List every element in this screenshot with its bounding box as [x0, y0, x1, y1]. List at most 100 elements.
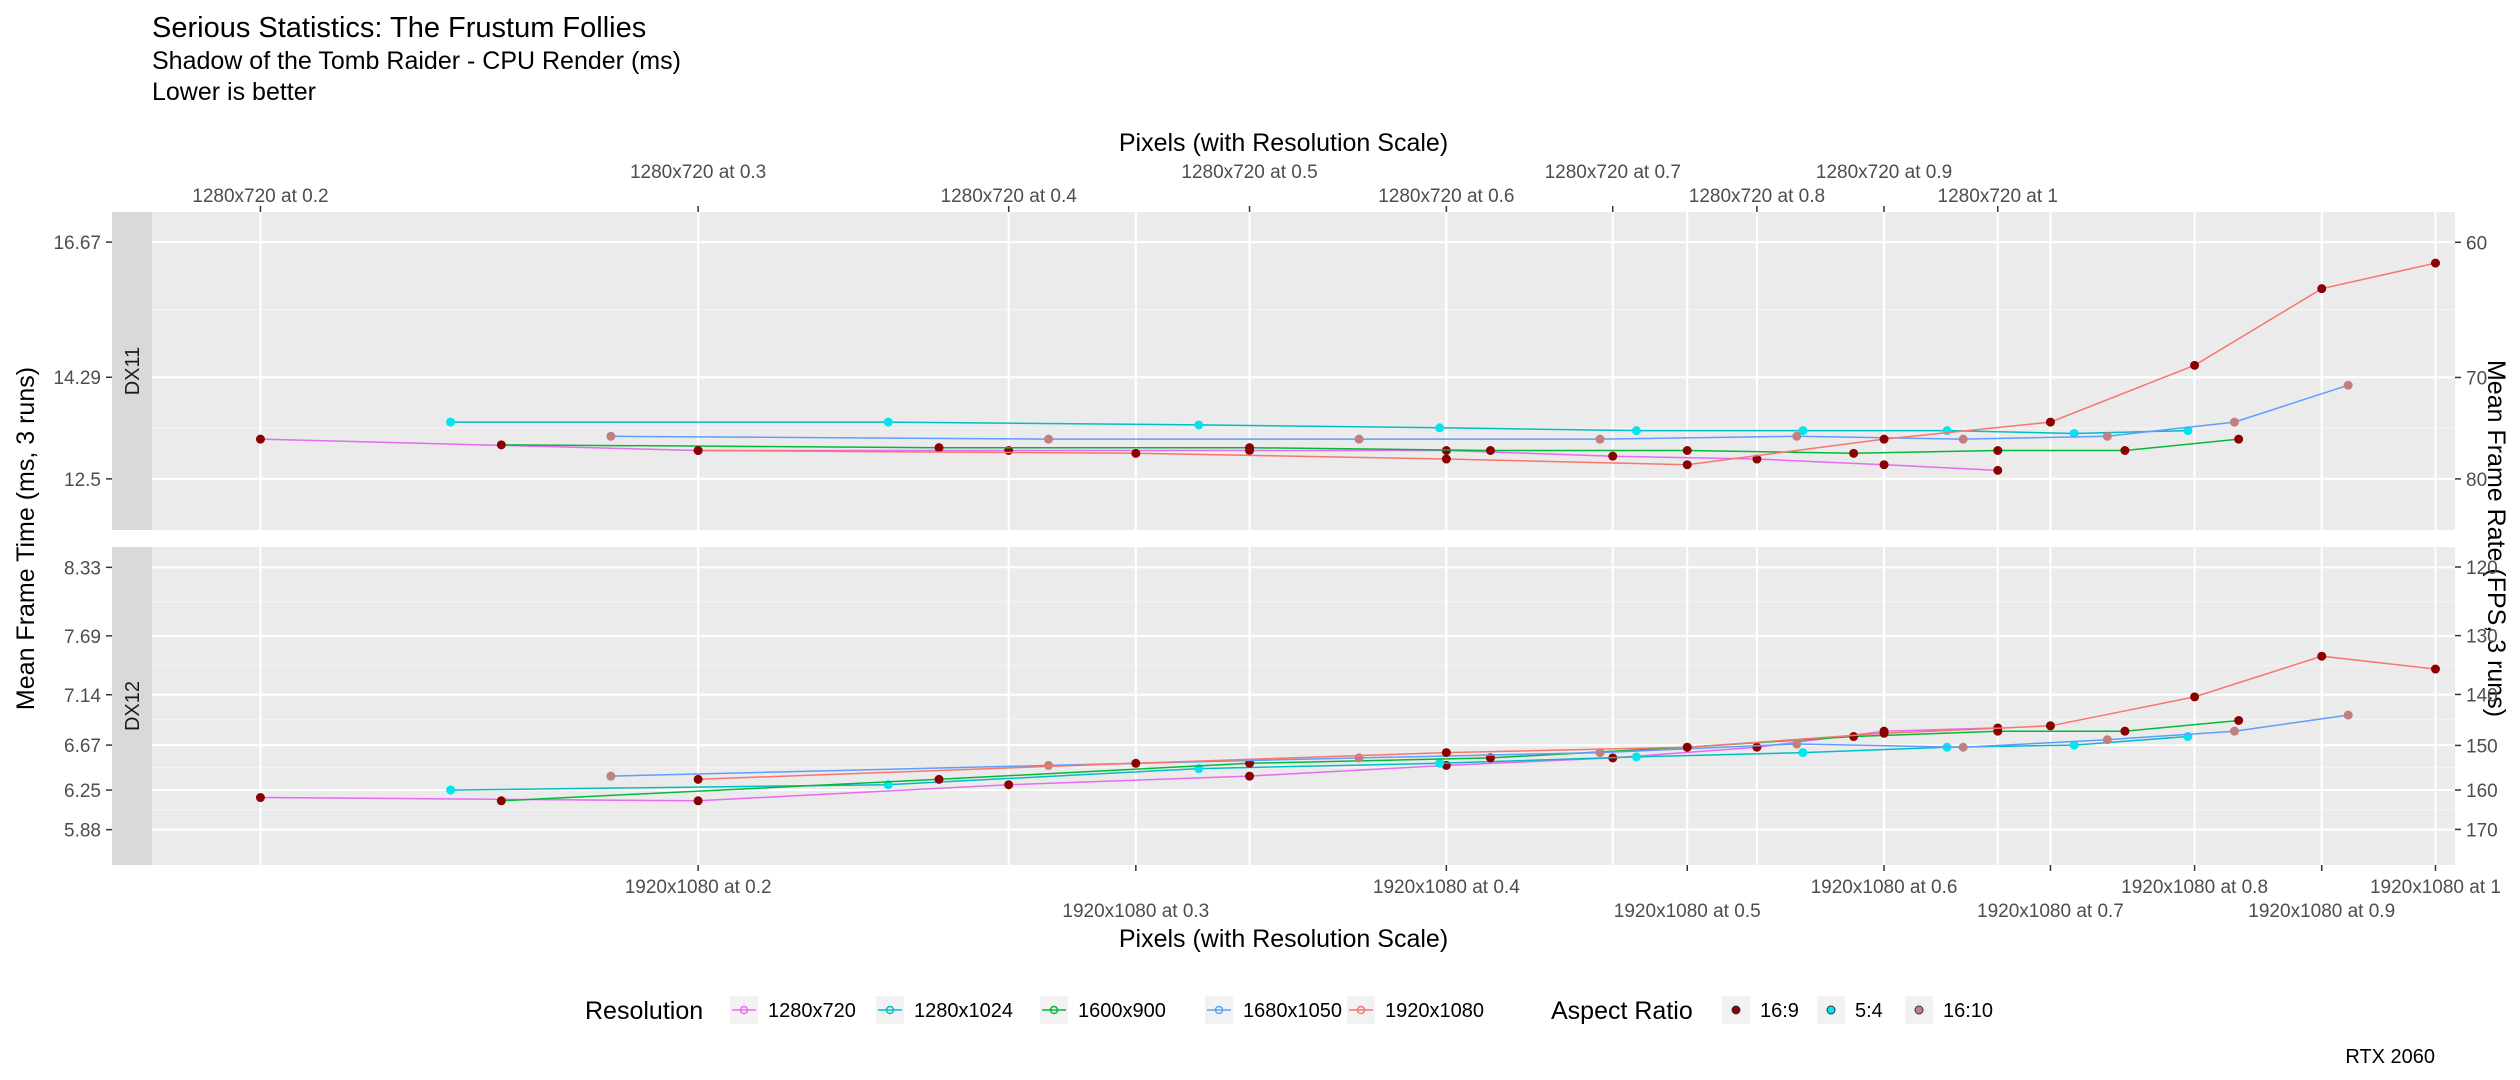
- top-x-tick-label: 1280x720 at 1: [1938, 186, 2058, 207]
- legend-item-5:4: 5:4: [1817, 996, 1883, 1024]
- y-tick-label: 6.67: [64, 736, 101, 757]
- data-point: [2343, 710, 2353, 720]
- data-point: [1682, 446, 1692, 455]
- series-1680x1050: [606, 380, 2353, 444]
- series-1600x900: [496, 434, 2244, 458]
- data-point: [1682, 460, 1692, 470]
- data-point: [2234, 434, 2244, 444]
- y-tick-label: 5.88: [64, 821, 101, 842]
- data-point: [2317, 651, 2327, 661]
- data-point: [883, 780, 893, 790]
- panel-strip: [112, 212, 152, 530]
- data-point: [1993, 726, 2003, 736]
- data-point: [2234, 715, 2244, 725]
- legend-point: [739, 1005, 749, 1015]
- panel-strip: [112, 547, 152, 865]
- fps-tick-label: 130: [2466, 627, 2498, 648]
- legend-point: [1914, 1005, 1924, 1015]
- legend-point: [1356, 1005, 1366, 1015]
- bottom-x-tick-label: 1920x1080 at 0.6: [1811, 877, 1958, 898]
- data-point: [693, 446, 703, 455]
- chart-title: Serious Statistics: The Frustum Follies: [152, 12, 647, 44]
- y-tick-label: 7.14: [64, 686, 101, 707]
- left-axis-title: Mean Frame Time (ms, 3 runs): [12, 367, 40, 710]
- data-point: [2120, 726, 2130, 736]
- data-point: [255, 434, 265, 444]
- data-point: [2229, 417, 2239, 427]
- fps-tick-label: 70: [2466, 368, 2487, 389]
- data-point: [2430, 258, 2440, 268]
- data-point: [2120, 446, 2130, 455]
- panel-strip-label: DX11: [122, 347, 144, 396]
- data-point: [1752, 742, 1762, 752]
- data-point: [1044, 760, 1054, 770]
- top-x-tick-label: 1280x720 at 0.6: [1378, 186, 1514, 207]
- data-point: [1608, 451, 1618, 461]
- data-point: [693, 796, 703, 806]
- series-1920x1080: [693, 651, 2440, 784]
- data-point: [693, 774, 703, 784]
- y-tick-label: 16.67: [53, 233, 101, 254]
- data-point: [2229, 726, 2239, 736]
- legend-aspect-title: Aspect Ratio: [1551, 997, 1693, 1025]
- bottom-x-tick-label: 1920x1080 at 0.2: [625, 877, 772, 898]
- top-x-tick-label: 1280x720 at 0.2: [192, 186, 328, 207]
- data-point: [1849, 732, 1859, 742]
- legend-layer: Resolution 1280x720 1280x1024 1600x900 1680x…: [585, 996, 1993, 1025]
- gpu-caption: RTX 2060: [2345, 1046, 2435, 1068]
- legend-resolution-title: Resolution: [585, 997, 703, 1025]
- legend-point: [1214, 1005, 1224, 1015]
- y-tick-label: 14.29: [53, 368, 101, 389]
- top-x-tick-label: 1280x720 at 0.4: [941, 186, 1078, 207]
- data-point: [446, 417, 456, 427]
- data-point: [2317, 284, 2327, 294]
- panel-dx11: 16.67 14.29 12.5 60 70 80 DX11: [53, 212, 2487, 530]
- fps-tick-label: 160: [2466, 781, 2498, 802]
- axes-layer: 1280x720 at 0.2 1280x720 at 0.3 1280x720 a…: [12, 129, 2510, 953]
- data-point: [1485, 446, 1495, 455]
- data-point: [1441, 748, 1451, 758]
- panel-background: [112, 212, 2455, 530]
- title-block: Serious Statistics: The Frustum Follies …: [152, 10, 681, 108]
- data-point: [1993, 446, 2003, 455]
- data-point: [1441, 454, 1451, 464]
- data-point: [1194, 420, 1204, 430]
- series-1920x1080: [693, 258, 2440, 470]
- fps-tick-label: 150: [2466, 736, 2498, 757]
- legend-item-1280x1024: 1280x1024: [876, 996, 1013, 1024]
- data-point: [2102, 431, 2112, 441]
- data-point: [1879, 460, 1889, 470]
- legend-item-16:9: 16:9: [1722, 996, 1799, 1024]
- data-point: [1798, 426, 1808, 436]
- legend-label: 16:9: [1760, 1000, 1799, 1022]
- bottom-x-tick-label: 1920x1080 at 0.3: [1062, 901, 1209, 922]
- panels-layer: 16.67 14.29 12.5 60 70 80 DX11 8.33 7.69 7.14 6.67…: [53, 212, 2498, 865]
- chart-note: Lower is better: [152, 78, 316, 106]
- legend-point: [1049, 1005, 1059, 1015]
- data-point: [2045, 721, 2055, 731]
- data-point: [1879, 434, 1889, 444]
- data-point: [1435, 758, 1445, 768]
- data-point: [1879, 728, 1889, 738]
- series-1280x1024: [446, 417, 2193, 438]
- data-point: [2190, 360, 2200, 370]
- legend-point: [1731, 1005, 1741, 1015]
- bottom-x-tick-label: 1920x1080 at 0.4: [1373, 877, 1520, 898]
- right-axis-title: Mean Frame Rate (FPS, 3 runs): [2482, 360, 2510, 717]
- legend-label: 16:10: [1943, 1000, 1993, 1022]
- data-point: [1595, 434, 1605, 444]
- panel-strip-label: DX12: [122, 681, 144, 731]
- data-point: [446, 785, 456, 795]
- data-point: [1435, 423, 1445, 433]
- fps-tick-label: 80: [2466, 470, 2487, 491]
- fps-tick-label: 140: [2466, 685, 2498, 706]
- legend-label: 5:4: [1855, 1000, 1883, 1022]
- legend-point: [1826, 1005, 1836, 1015]
- legend-item-1680x1050: 1680x1050: [1205, 996, 1342, 1024]
- data-point: [2343, 380, 2353, 390]
- data-point: [934, 774, 944, 784]
- bottom-axis-title: Pixels (with Resolution Scale): [1119, 925, 1448, 953]
- data-point: [606, 771, 616, 781]
- data-point: [1958, 742, 1968, 752]
- legend-label: 1280x720: [768, 1000, 856, 1022]
